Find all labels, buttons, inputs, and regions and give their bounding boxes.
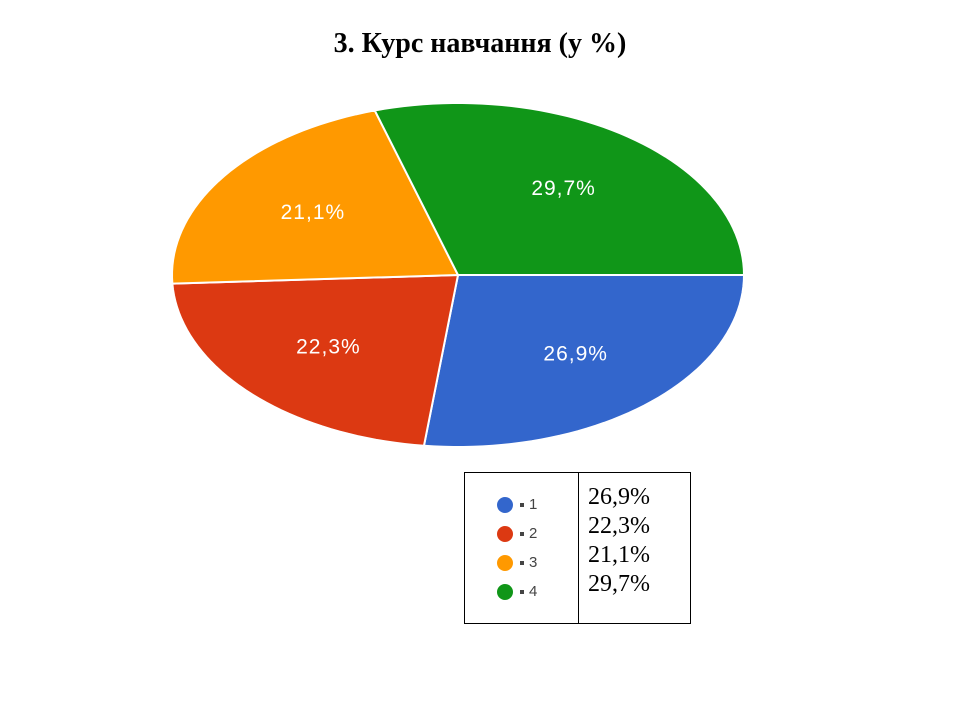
legend-value: 26,9% [588,484,650,510]
pie-slice-2 [171,274,459,447]
legend-item: 3 [465,548,578,577]
legend-dot-icon [497,583,513,600]
legend-table: 1 2 3 4 26,9% 22,3% 21,1% 29,7% [464,472,691,624]
legend-value: 21,1% [588,542,650,568]
legend-label: 4 [529,583,538,600]
legend-item: 2 [465,519,578,548]
legend-bullet-icon [520,502,524,507]
legend-value: 22,3% [588,513,650,539]
legend-bullet-icon [520,560,524,565]
legend-label: 2 [529,525,538,542]
pie-slice-1 [422,274,745,448]
slice-label-2: 22,3% [296,335,361,358]
slice-label-4: 29,7% [531,177,596,200]
pie-slice-4 [373,102,745,276]
legend-label: 3 [529,554,538,571]
legend-bullet-icon [520,531,524,536]
slice-label-1: 26,9% [543,342,608,365]
pie-slice-3 [171,109,459,285]
slice-label-3: 21,1% [281,201,346,224]
legend-item: 1 [465,490,578,519]
legend-label: 1 [529,496,538,513]
legend-values: 26,9% 22,3% 21,1% 29,7% [579,473,690,623]
legend-dot-icon [497,496,513,513]
legend-dot-icon [497,554,513,571]
legend-bullet-icon [520,589,524,594]
chart-title: 3. Курс навчання (у %) [333,28,627,59]
legend-item: 4 [465,577,578,606]
legend-keys: 1 2 3 4 [465,473,579,623]
legend-value: 29,7% [588,571,650,597]
legend-dot-icon [497,525,513,542]
